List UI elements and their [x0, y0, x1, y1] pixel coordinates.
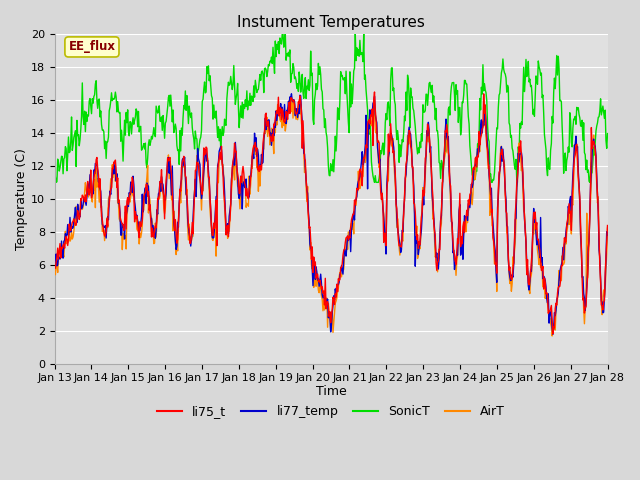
li75_t: [203, 145, 211, 151]
SonicT: [61, 155, 68, 160]
SonicT: [278, 31, 286, 37]
SonicT: [118, 127, 125, 133]
SonicT: [203, 64, 211, 70]
SonicT: [604, 131, 611, 136]
li75_t: [399, 221, 407, 227]
AirT: [548, 333, 556, 339]
SonicT: [399, 139, 407, 144]
li77_temp: [549, 332, 557, 337]
X-axis label: Time: Time: [316, 385, 346, 398]
Line: li75_t: li75_t: [54, 92, 607, 334]
AirT: [399, 238, 407, 244]
li75_t: [61, 245, 68, 251]
AirT: [203, 155, 211, 160]
Text: EE_flux: EE_flux: [68, 40, 115, 53]
li77_temp: [399, 229, 407, 235]
li77_temp: [61, 238, 68, 243]
AirT: [289, 97, 296, 103]
Line: SonicT: SonicT: [54, 34, 607, 182]
AirT: [51, 263, 58, 269]
li75_t: [549, 331, 557, 337]
li75_t: [415, 239, 423, 244]
li77_temp: [604, 232, 611, 238]
Y-axis label: Temperature (C): Temperature (C): [15, 148, 28, 250]
SonicT: [174, 148, 182, 154]
li75_t: [118, 219, 125, 225]
AirT: [118, 224, 125, 229]
li77_temp: [287, 91, 295, 96]
Line: AirT: AirT: [54, 100, 607, 336]
Title: Instument Temperatures: Instument Temperatures: [237, 15, 425, 30]
li77_temp: [203, 158, 211, 164]
AirT: [604, 225, 611, 231]
SonicT: [415, 150, 423, 156]
li77_temp: [174, 219, 182, 225]
Legend: li75_t, li77_temp, SonicT, AirT: li75_t, li77_temp, SonicT, AirT: [152, 400, 510, 423]
AirT: [415, 242, 423, 248]
li77_temp: [51, 265, 58, 271]
Line: li77_temp: li77_temp: [54, 94, 607, 335]
li75_t: [174, 237, 182, 242]
li75_t: [604, 223, 611, 228]
AirT: [61, 238, 68, 244]
li77_temp: [118, 232, 125, 238]
li77_temp: [415, 245, 423, 251]
AirT: [174, 248, 182, 254]
li75_t: [51, 264, 58, 269]
li75_t: [371, 89, 378, 95]
SonicT: [51, 180, 58, 185]
